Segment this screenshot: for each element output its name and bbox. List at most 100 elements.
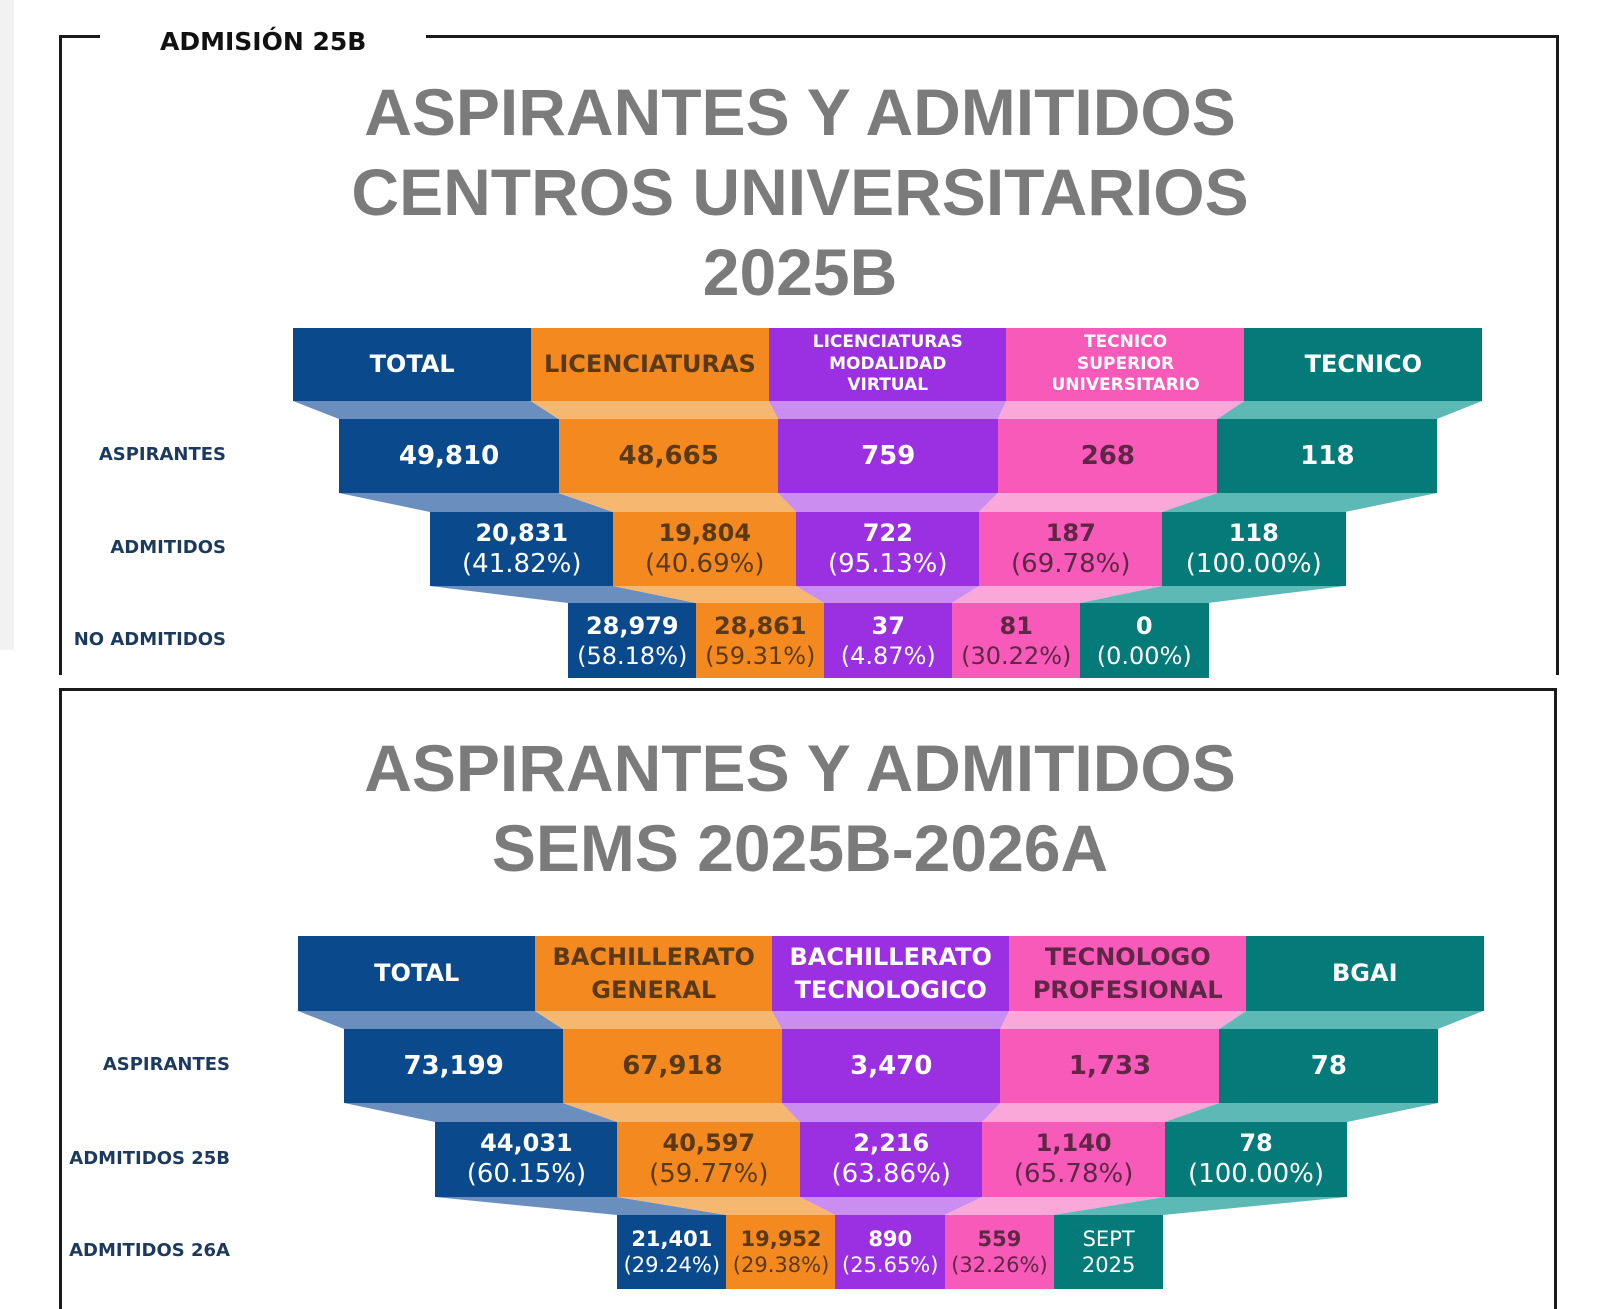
cell-value: 0 [1135, 611, 1153, 640]
cell-percentage: (4.87%) [840, 641, 936, 670]
cell-value: 67,918 [622, 1050, 723, 1081]
data-cell-licenciaturas: 40,597 (59.77%) [617, 1122, 801, 1197]
funnel-connector-total [430, 586, 696, 603]
column-header-label: TOTAL [374, 959, 460, 988]
cell-value: 78 [1310, 1050, 1347, 1081]
cell-value: 559 [977, 1226, 1022, 1251]
funnel-connector-total [344, 1103, 618, 1122]
funnel-connector-licenciaturas [617, 1197, 836, 1215]
data-cell-total: 28,979 (58.18%) [568, 603, 697, 678]
cell-value: 48,665 [618, 440, 719, 471]
row-label: ASPIRANTES [102, 1054, 230, 1075]
cell-percentage: (59.77%) [649, 1159, 769, 1190]
data-cell-virtual: 2,216 (63.86%) [799, 1122, 983, 1197]
cell-percentage: (41.82%) [462, 548, 582, 579]
data-cell-tecnico_superior: 81 (30.22%) [952, 603, 1081, 678]
cell-value: 28,861 [713, 611, 807, 640]
cell-percentage: (100.00%) [1188, 1159, 1325, 1190]
column-header-label: TECNOLOGICO [794, 975, 987, 1004]
cell-value: 78 [1239, 1129, 1273, 1158]
funnel-connector-virtual [799, 1197, 983, 1215]
cell-value: 19,952 [740, 1226, 822, 1251]
cell-value: 73,199 [403, 1050, 504, 1081]
data-cell-tecnico: 78 (100.00%) [1164, 1122, 1348, 1197]
data-cell-total: 21,401 (29.24%) [617, 1215, 727, 1289]
column-header-tecnico: BGAI [1246, 936, 1484, 1011]
column-header-label: PROFESIONAL [1032, 975, 1223, 1004]
column-header-label: BACHILLERATO [552, 943, 755, 972]
cell-percentage: (32.26%) [951, 1253, 1048, 1277]
cell-percentage: (100.00%) [1185, 548, 1322, 579]
column-header-tecnico_superior: TECNICO SUPERIOR UNIVERSITARIO [1006, 328, 1245, 401]
funnel-connector-tecnico_superior [979, 493, 1218, 512]
data-cell-tecnico_superior: 559 (32.26%) [944, 1215, 1055, 1289]
funnel-connector-virtual [772, 1011, 1009, 1029]
column-header-label: BGAI [1332, 959, 1398, 988]
cell-value: 890 [868, 1226, 913, 1251]
chart-title-line: 2025B [702, 235, 898, 309]
cell-percentage: (29.38%) [732, 1253, 830, 1277]
cell-percentage: (0.00%) [1096, 641, 1192, 670]
data-cell-tecnico: 78 [1219, 1029, 1439, 1103]
cell-value: 268 [1080, 440, 1135, 471]
cell-percentage: (63.86%) [831, 1159, 951, 1190]
left-margin-strip [0, 0, 14, 650]
cell-value: 759 [861, 440, 916, 471]
funnel-connector-virtual [768, 401, 1007, 419]
row-label: NO ADMITIDOS [73, 628, 226, 650]
column-header-label: UNIVERSITARIO [1051, 375, 1200, 396]
corner-label: ADMISIÓN 25B [100, 22, 427, 62]
funnel-connector-tecnico [1053, 1197, 1347, 1215]
funnel-connector-licenciaturas [535, 1011, 782, 1029]
row-label: ADMITIDOS 26A [69, 1240, 230, 1261]
data-cell-tecnico: SEPT 2025 [1053, 1215, 1164, 1289]
cell-value: 187 [1045, 518, 1096, 547]
data-cell-licenciaturas: 28,861 (59.31%) [696, 603, 825, 678]
column-header-tecnico_superior: TECNOLOGO PROFESIONAL [1009, 936, 1247, 1011]
column-header-label: SUPERIOR [1077, 353, 1175, 374]
chart-title-line: ASPIRANTES Y ADMITIDOS [364, 731, 1236, 805]
data-cell-tecnico_superior: 1,733 [1000, 1029, 1220, 1103]
funnel-connector-total [298, 1011, 563, 1029]
cell-value: 44,031 [480, 1129, 573, 1158]
cell-value: SEPT [1082, 1226, 1135, 1251]
data-cell-virtual: 3,470 [781, 1029, 1001, 1103]
data-cell-virtual: 722 (95.13%) [796, 512, 980, 586]
data-cell-tecnico_superior: 1,140 (65.78%) [982, 1122, 1166, 1197]
column-header-licenciaturas: LICENCIATURAS [530, 328, 770, 401]
data-cell-licenciaturas: 67,918 [562, 1029, 783, 1103]
data-cell-tecnico: 0 (0.00%) [1080, 603, 1209, 678]
cell-percentage: (60.15%) [466, 1159, 587, 1190]
cell-value: 21,401 [631, 1226, 713, 1251]
chart-title-line: CENTROS UNIVERSITARIOS [351, 155, 1249, 229]
column-header-total: TOTAL [293, 328, 532, 401]
funnel-connector-tecnico_superior [944, 1197, 1165, 1215]
data-cell-licenciaturas: 19,804 (40.69%) [613, 512, 797, 586]
column-header-label: TECNOLOGO [1044, 943, 1211, 972]
cell-percentage: (40.69%) [645, 548, 765, 579]
funnel-connector-tecnico [1219, 1011, 1483, 1029]
column-header-label: BACHILLERATO [789, 943, 992, 972]
data-cell-virtual: 890 (25.65%) [835, 1215, 946, 1289]
funnel-connector-tecnico [1164, 1103, 1438, 1122]
funnel-connector-tecnico_superior [952, 586, 1162, 603]
cell-value: 722 [862, 518, 913, 547]
column-header-total: TOTAL [298, 936, 536, 1011]
data-cell-virtual: 759 [778, 419, 999, 493]
funnel-connector-tecnico_superior [1000, 1011, 1246, 1029]
data-cell-tecnico_superior: 268 [997, 419, 1218, 493]
cell-value: 49,810 [398, 440, 500, 471]
cell-value: 20,831 [475, 518, 569, 547]
funnel-connector-tecnico_superior [997, 401, 1245, 419]
column-header-licenciaturas: BACHILLERATO GENERAL [535, 936, 773, 1011]
funnel-connector-virtual [781, 1103, 1001, 1122]
funnel-connector-licenciaturas [530, 401, 779, 419]
data-cell-total: 73,199 [344, 1029, 564, 1103]
data-cell-tecnico_superior: 187 (69.78%) [979, 512, 1163, 586]
funnel-connector-virtual [796, 586, 979, 603]
cell-value: 81 [999, 611, 1033, 640]
row-label: ADMITIDOS [110, 537, 226, 558]
cell-value: 3,470 [850, 1050, 933, 1081]
cell-value: 1,733 [1068, 1050, 1152, 1081]
